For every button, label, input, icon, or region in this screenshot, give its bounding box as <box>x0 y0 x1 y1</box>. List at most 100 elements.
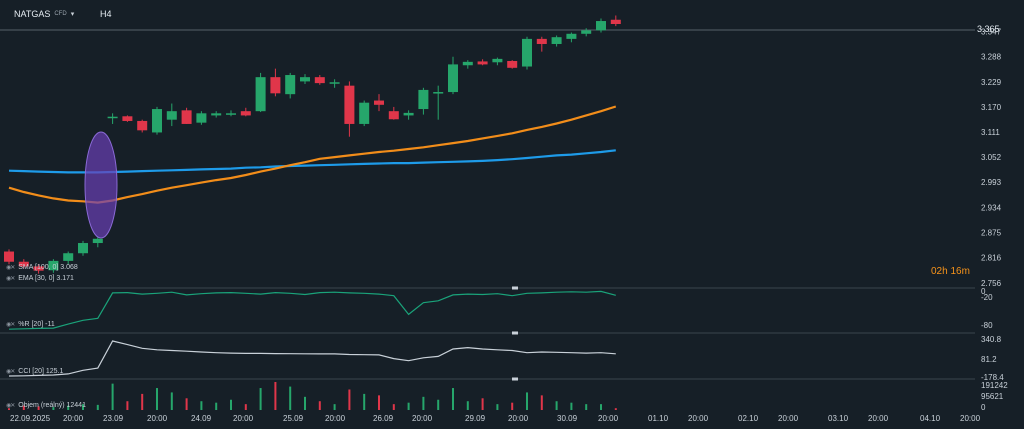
volume-bar <box>481 398 484 410</box>
candle-body <box>255 77 266 112</box>
candle-body <box>536 38 547 44</box>
price-axis-label: 3.052 <box>981 153 1002 162</box>
candle-body <box>359 102 370 124</box>
candle-body <box>551 37 562 44</box>
volume-bar <box>200 401 203 410</box>
volume-legend[interactable]: ◉✕ Objem (reálný) 12441 <box>6 402 86 409</box>
price-axis-label: 3.170 <box>981 103 1002 112</box>
pane-resize-handle <box>512 286 518 290</box>
time-axis-label: 20:00 <box>598 414 619 423</box>
highlight-ellipse <box>84 131 118 239</box>
volume-bar <box>585 404 588 410</box>
eye-icon[interactable]: ◉✕ <box>6 369 15 375</box>
time-axis-label: 20:00 <box>63 414 84 423</box>
time-axis-label: 25.09 <box>283 414 304 423</box>
symbol-name: NATGAS <box>14 9 51 19</box>
volume-bar <box>600 404 602 410</box>
chevron-down-icon: ▾ <box>70 11 75 18</box>
eye-icon[interactable]: ◉✕ <box>6 276 15 282</box>
ema-legend[interactable]: ◉✕ EMA [30, 0] 3.171 <box>6 275 74 282</box>
candle-body <box>314 77 325 84</box>
candle-body <box>300 77 310 82</box>
cci-legend-label: CCI [20] 125.1 <box>18 368 64 375</box>
cci-legend[interactable]: ◉✕ CCI [20] 125.1 <box>6 368 63 375</box>
candle-body <box>270 77 281 94</box>
volume-bar <box>392 404 395 410</box>
volume-bar <box>333 404 336 410</box>
candle-body <box>596 21 606 31</box>
candle-body <box>211 113 222 116</box>
volume-bar <box>378 395 380 410</box>
price-axis-label: 2.875 <box>981 228 1002 237</box>
candle-body <box>566 33 577 39</box>
volume-axis-label: 191242 <box>981 381 1008 390</box>
pane-resize-handle <box>512 331 518 335</box>
volume-bar <box>614 408 617 410</box>
candle-body <box>166 111 177 120</box>
volume-bar <box>126 401 129 410</box>
candle-body <box>522 38 532 67</box>
price-axis-label: 3.229 <box>981 78 1002 87</box>
candle-body <box>4 251 14 262</box>
cci-line <box>8 340 616 377</box>
volume-bar <box>230 399 232 410</box>
eye-icon[interactable]: ◉✕ <box>6 322 15 328</box>
williams-legend[interactable]: ◉✕ %R [20] -11 <box>6 321 55 328</box>
volume-bar <box>540 395 543 410</box>
volume-bar <box>437 399 440 410</box>
williams-axis-label: -20 <box>981 293 993 302</box>
candle-body <box>374 100 384 105</box>
candle-body <box>78 243 88 254</box>
price-axis-label: 3.288 <box>981 53 1002 62</box>
price-axis-label: 2.934 <box>981 203 1002 212</box>
price-axis-label: 2.756 <box>981 279 1002 288</box>
volume-bar <box>422 396 425 410</box>
cci-axis-label: -178.4 <box>981 373 1004 382</box>
volume-bar <box>82 404 84 410</box>
volume-bar <box>111 383 114 410</box>
sma-legend[interactable]: ◉✕ SMA [100, 0] 3.068 <box>6 264 78 271</box>
time-axis-label: 20:00 <box>960 414 981 423</box>
volume-bar <box>96 404 99 410</box>
williams-axis-label: -80 <box>981 321 993 330</box>
symbol-selector[interactable]: NATGAS CFD ▾ <box>14 9 74 19</box>
volume-bar <box>22 405 25 410</box>
candle-body <box>196 113 207 123</box>
candle-body <box>477 61 488 65</box>
candle-body <box>448 64 458 93</box>
candle-body <box>152 109 162 133</box>
volume-bar <box>156 388 158 410</box>
candle-body <box>137 120 148 131</box>
volume-bar <box>511 402 514 410</box>
candle-body <box>388 111 399 120</box>
time-axis-label: 20:00 <box>412 414 433 423</box>
candle-body <box>403 112 414 116</box>
williams-axis-label: 0 <box>981 287 986 296</box>
williams-r-line <box>8 290 616 330</box>
candle-body <box>33 266 44 271</box>
time-axis-label: 20:00 <box>233 414 254 423</box>
eye-icon[interactable]: ◉✕ <box>6 403 15 409</box>
candle-body <box>92 238 103 244</box>
volume-bar <box>215 402 218 410</box>
volume-bar <box>170 392 173 410</box>
volume-axis-label: 0 <box>981 403 986 412</box>
time-axis-label: 23.09 <box>103 414 124 423</box>
eye-icon[interactable]: ◉✕ <box>6 265 15 271</box>
time-axis-label: 26.09 <box>373 414 394 423</box>
candle-body <box>226 113 236 115</box>
williams-legend-label: %R [20] -11 <box>18 321 55 328</box>
volume-bar <box>318 401 321 410</box>
volume-bar <box>274 382 277 410</box>
time-axis-label: 22.09.2025 <box>10 414 51 423</box>
cci-axis-label: 340.8 <box>981 335 1002 344</box>
candle-body <box>492 58 503 63</box>
pane-resize-handle <box>512 377 518 381</box>
volume-bar <box>466 401 469 410</box>
volume-bar <box>52 407 55 410</box>
time-axis-label: 04.10 <box>920 414 941 423</box>
volume-bar <box>259 388 262 410</box>
timeframe-selector[interactable]: H4 <box>100 9 112 19</box>
volume-bar <box>8 408 10 410</box>
